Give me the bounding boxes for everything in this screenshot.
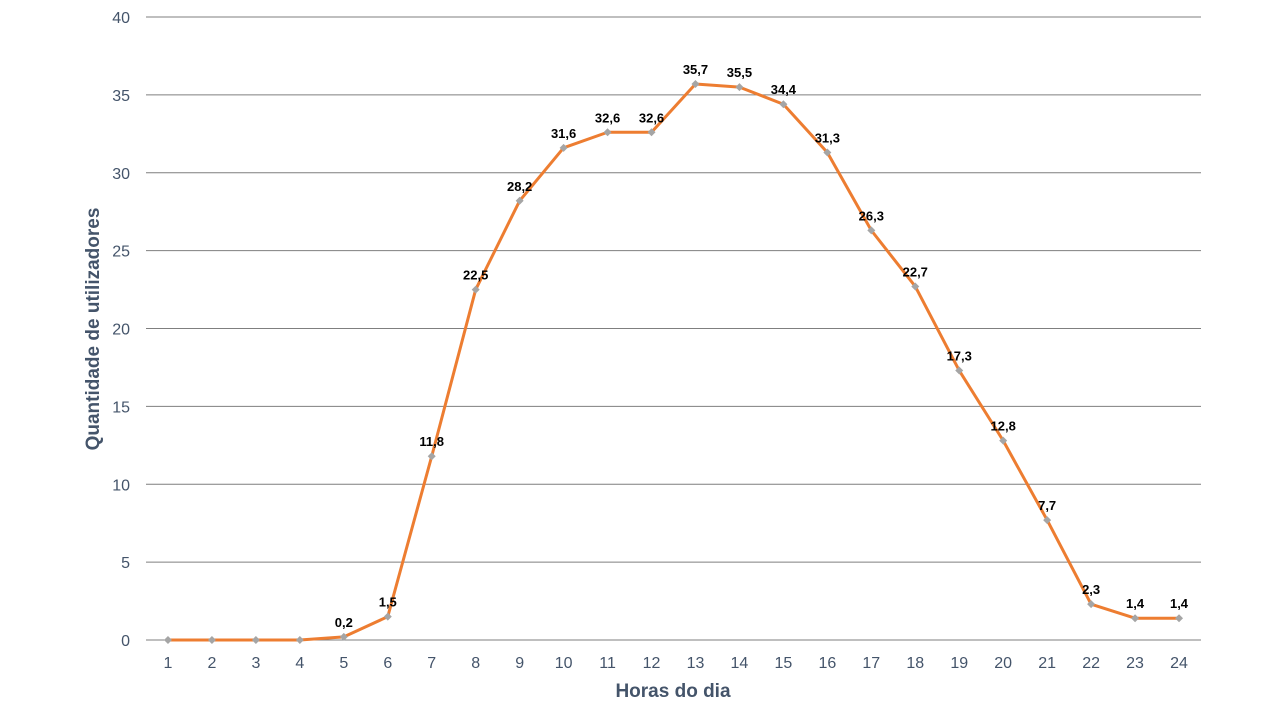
gridlines: [146, 16, 1201, 641]
data-label: 22,5: [463, 268, 488, 283]
data-labels: 0,2 1,5 11,8 22,5 28,2 31,6 32,6 32,6 35,7 35,5 34…: [335, 62, 1189, 630]
x-tick-label: 12: [643, 655, 661, 672]
y-tick-label: 25: [112, 244, 130, 261]
x-tick-label: 16: [818, 655, 836, 672]
x-tick-label: 7: [427, 655, 436, 672]
data-label: 26,3: [859, 208, 884, 223]
data-point: [691, 79, 700, 88]
data-label: 22,7: [903, 264, 928, 279]
x-tick-label: 2: [207, 655, 216, 672]
data-point: [1043, 516, 1052, 525]
data-label: 31,6: [551, 126, 576, 141]
x-axis-ticks: 1 2 3 4 5 6 7 8 9 10 11 12 13 14 15 16 17 18 19 20 21 22 23 24: [164, 655, 1188, 672]
data-point: [383, 612, 392, 621]
data-point: [1131, 614, 1140, 623]
data-point: [911, 282, 920, 291]
x-tick-label: 8: [471, 655, 480, 672]
data-label: 7,7: [1038, 498, 1056, 513]
data-label: 34,4: [771, 82, 797, 97]
x-tick-label: 1: [164, 655, 173, 672]
x-tick-label: 19: [950, 655, 968, 672]
data-point: [427, 452, 436, 461]
x-tick-label: 6: [383, 655, 392, 672]
series-layer: [163, 79, 1184, 644]
data-point: [735, 83, 744, 92]
x-tick-label: 17: [862, 655, 880, 672]
data-label: 0,2: [335, 615, 353, 630]
data-label: 17,3: [947, 349, 972, 364]
data-label: 28,2: [507, 179, 532, 194]
data-label: 32,6: [639, 110, 664, 125]
data-point: [603, 128, 612, 137]
x-axis-title: Horas do dia: [615, 681, 731, 702]
data-point: [779, 100, 788, 109]
x-tick-label: 4: [295, 655, 304, 672]
data-label: 1,4: [1126, 596, 1145, 611]
data-point: [1175, 614, 1184, 623]
data-label: 1,4: [1170, 596, 1189, 611]
y-tick-label: 10: [112, 477, 130, 494]
data-point: [867, 226, 876, 235]
y-axis-title: Quantidade de utilizadores: [83, 208, 104, 451]
data-point: [1087, 600, 1096, 609]
data-point: [163, 636, 172, 644]
x-tick-label: 9: [515, 655, 524, 672]
data-point: [647, 128, 656, 137]
x-tick-label: 14: [731, 655, 749, 672]
x-tick-label: 21: [1038, 655, 1056, 672]
data-label: 31,3: [815, 131, 840, 146]
x-tick-label: 18: [906, 655, 924, 672]
x-tick-label: 20: [994, 655, 1012, 672]
data-point: [207, 636, 216, 644]
data-point: [471, 285, 480, 294]
y-tick-label: 30: [112, 166, 130, 183]
x-tick-label: 11: [599, 655, 616, 672]
x-tick-label: 22: [1082, 655, 1100, 672]
y-tick-label: 20: [112, 322, 130, 339]
data-label: 11,8: [419, 434, 444, 449]
data-point: [559, 143, 568, 152]
data-point: [339, 632, 348, 641]
y-tick-label: 35: [112, 88, 130, 105]
x-tick-label: 3: [251, 655, 260, 672]
data-point: [295, 636, 304, 644]
data-label: 32,6: [595, 110, 620, 125]
data-label: 2,3: [1082, 582, 1100, 597]
y-tick-label: 0: [121, 633, 130, 650]
x-tick-label: 10: [555, 655, 573, 672]
x-tick-label: 5: [339, 655, 348, 672]
x-tick-label: 13: [687, 655, 705, 672]
data-label: 1,5: [379, 595, 397, 610]
y-tick-label: 15: [112, 399, 130, 416]
data-point: [515, 196, 524, 205]
data-point: [823, 148, 832, 157]
data-label: 12,8: [991, 419, 1016, 434]
y-tick-label: 40: [112, 10, 130, 27]
series-line: [166, 82, 1181, 642]
x-tick-label: 23: [1126, 655, 1144, 672]
data-label: 35,7: [683, 62, 708, 77]
x-tick-label: 15: [774, 655, 792, 672]
y-tick-label: 5: [121, 555, 130, 572]
data-point: [955, 366, 964, 375]
y-axis-ticks: 0 5 10 15 20 25 30 35 40: [112, 10, 130, 650]
x-tick-label: 24: [1170, 655, 1188, 672]
data-label: 35,5: [727, 65, 752, 80]
data-point: [251, 636, 260, 644]
data-point: [999, 436, 1008, 445]
